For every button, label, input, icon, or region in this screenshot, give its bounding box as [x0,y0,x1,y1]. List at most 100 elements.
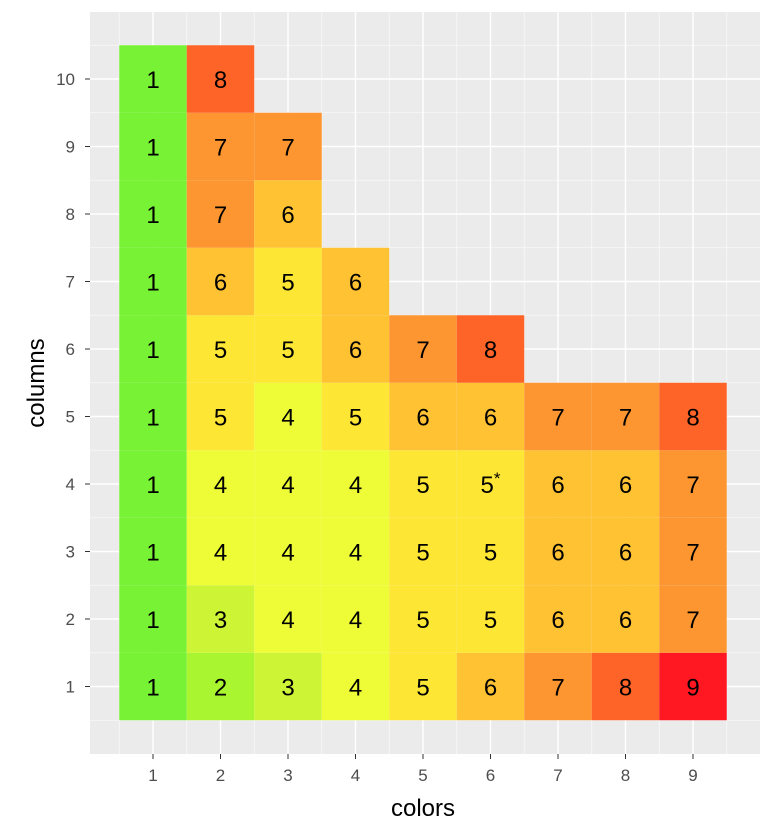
heatmap-cell [389,450,457,518]
cell-value-label: 6 [551,540,564,567]
heatmap-cell [186,45,255,113]
heatmap-cell [254,517,322,586]
cell-value-label: 1 [146,405,159,432]
heatmap-cell [321,315,390,383]
heatmap-cell [119,45,187,113]
cell-value-label: 1 [146,202,159,229]
heatmap-cell [524,382,592,451]
cell-value-label: 6 [281,202,294,229]
cell-value-label: 6 [619,607,632,634]
heatmap-cell [591,382,660,451]
cell-value-label: 4 [281,540,294,567]
heatmap-cell [659,450,727,518]
y-tick-label: 6 [66,340,75,359]
y-tick-label: 7 [66,273,75,292]
heatmap-cell [119,382,187,451]
heatmap-cell [389,315,457,383]
cell-value-label: 7 [686,472,699,499]
cell-value-label: 1 [146,135,159,162]
cell-value-label: 4 [349,540,362,567]
cell-value-label: 4 [349,607,362,634]
cell-value-label: 7 [281,135,294,162]
cell-value-label: 2 [214,675,227,702]
heatmap-cell [524,585,592,653]
x-tick-label: 3 [283,766,292,785]
cell-value-label: 6 [551,607,564,634]
cell-value-label: 1 [146,607,159,634]
x-tick-label: 2 [216,766,225,785]
heatmap-cell [456,315,525,383]
heatmap-cell [321,585,390,653]
cell-value-label: 7 [214,135,227,162]
cell-value-label: 5 [214,405,227,432]
heatmap-cell [254,585,322,653]
heatmap-cell [389,517,457,586]
x-axis-ticks: 1 2 3 4 5 6 7 8 9 [148,754,698,785]
cell-value-label: 5 [416,607,429,634]
heatmap-cell [456,585,525,653]
cell-value-label: 5 [281,337,294,364]
cell-value-label: 6 [484,405,497,432]
heatmap-cell [456,652,525,721]
heatmap-cell [591,517,660,586]
x-tick-label: 9 [688,766,697,785]
heatmap-cell [186,247,255,316]
cell-value-label: 1 [146,472,159,499]
cell-value-label: 6 [619,472,632,499]
heatmap-cell [254,112,322,181]
cell-value-label: 5 [416,540,429,567]
heatmap-cell [254,247,322,316]
heatmap-cell [119,180,187,248]
heatmap-cell [186,517,255,586]
y-tick-label: 1 [66,678,75,697]
cell-value-label: 9 [686,675,699,702]
heatmap-cell [186,652,255,721]
y-tick-label: 2 [66,610,75,629]
heatmap-cell [119,112,187,181]
cell-value-label: 7 [551,405,564,432]
cell-value-label: 1 [146,540,159,567]
cell-value-label: 7 [551,675,564,702]
heatmap-cell [591,585,660,653]
x-tick-label: 8 [621,766,630,785]
cell-value-label: 1 [146,67,159,94]
cell-value-label: 7 [416,337,429,364]
cell-value-label: 3 [281,675,294,702]
heatmap-cell [119,652,187,721]
heatmap-cell [659,652,727,721]
cell-value-label: 8 [686,405,699,432]
heatmap-cell [321,247,390,316]
heatmap-cell [119,585,187,653]
heatmap-cell [119,517,187,586]
heatmap-cell [456,382,525,451]
cell-value-label: 7 [214,202,227,229]
heatmap-cell [321,450,390,518]
cell-value-label: 4 [214,540,227,567]
heatmap-cell [186,585,255,653]
cell-value-label: 6 [349,270,362,297]
heatmap-cell [254,315,322,383]
y-tick-label: 8 [66,205,75,224]
heatmap-cell [456,517,525,586]
cell-value-label: 5 [214,337,227,364]
x-tick-label: 7 [553,766,562,785]
heatmap-cell [186,315,255,383]
y-tick-label: 9 [66,138,75,157]
cell-value-label: 7 [619,405,632,432]
heatmap-cell [389,585,457,653]
cell-value-label: 4 [281,607,294,634]
y-tick-label: 3 [66,543,75,562]
y-axis-title: columns [23,338,50,427]
heatmap-cell [321,517,390,586]
x-tick-label: 1 [148,766,157,785]
heatmap-cell [456,450,525,518]
cell-value-label: 5 [484,540,497,567]
heatmap-cell [254,652,322,721]
cell-value-label: 4 [349,675,362,702]
y-tick-label: 10 [56,70,75,89]
heatmap-cell [659,585,727,653]
heatmap-cell [524,450,592,518]
cell-value-label: 4 [281,405,294,432]
heatmap-cell [119,247,187,316]
